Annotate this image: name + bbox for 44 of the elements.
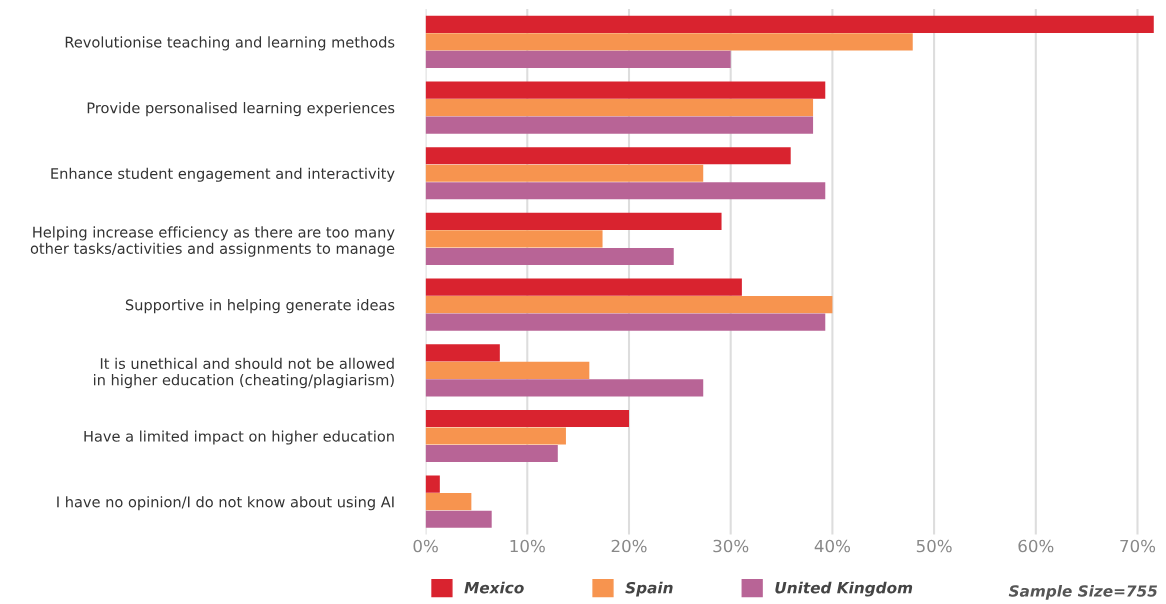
legend-label: United Kingdom <box>775 581 913 597</box>
bar <box>425 493 472 511</box>
text: Sample Size=755 <box>1008 584 1158 600</box>
bar <box>425 99 814 117</box>
y-tick-label: Provide personalised learning experiences <box>87 102 395 117</box>
x-tick-label: 10% <box>510 539 545 553</box>
bar <box>425 33 913 51</box>
bar <box>425 344 500 362</box>
bar <box>425 182 826 200</box>
y-tick-label: Supportive in helping generate ideas <box>125 299 395 314</box>
y-tick-label: Revolutionise teaching and learning methods <box>65 36 395 51</box>
y-tick-label: Helping increase efficiency as there are too many other tasks/activities and assignments to manage <box>30 226 395 257</box>
bar <box>425 409 629 428</box>
y-tick-label: Enhance student engagement and interactivity <box>51 167 395 182</box>
x-tick-label: 40% <box>814 539 850 553</box>
bar <box>425 313 826 331</box>
bar <box>425 247 674 266</box>
bar <box>425 164 704 182</box>
x-tick-label: 0% <box>413 539 438 553</box>
bar <box>425 50 731 68</box>
bar <box>425 510 492 528</box>
bar <box>425 427 566 445</box>
bar <box>425 230 603 248</box>
bar <box>425 444 558 463</box>
legend-label: Mexico <box>464 581 524 594</box>
bar <box>425 296 833 314</box>
y-tick-label: I have no opinion/I do not know about using AI <box>57 496 394 511</box>
bar <box>425 116 814 134</box>
x-tick-label: 50% <box>916 539 952 553</box>
bar <box>425 278 742 296</box>
bar <box>425 212 722 231</box>
bar <box>425 15 1154 33</box>
bar <box>425 361 590 379</box>
bar <box>425 475 440 493</box>
y-tick-label: Have a limited impact on higher education <box>84 430 394 445</box>
x-tick-label: 60% <box>1018 539 1054 553</box>
bar <box>425 81 826 99</box>
bar <box>425 379 704 397</box>
x-tick-label: 20% <box>611 539 647 553</box>
x-tick-label: 30% <box>713 539 749 553</box>
bar <box>425 147 791 165</box>
legend-label: Spain <box>625 581 673 597</box>
y-tick-label: It is unethical and should not be allowed in higher education (cheating/plagiarism) <box>94 357 394 389</box>
x-tick-label: 70% <box>1120 539 1156 553</box>
